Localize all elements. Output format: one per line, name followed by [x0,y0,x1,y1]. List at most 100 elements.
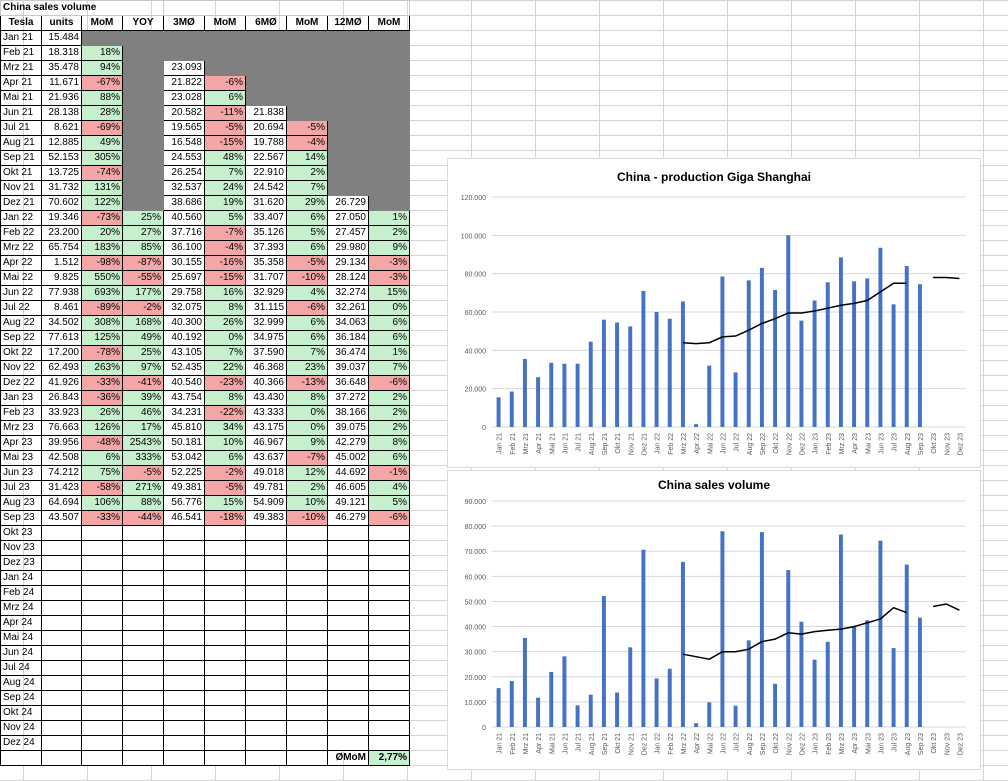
value-cell[interactable] [122,615,164,631]
value-cell[interactable]: 43.637 [245,450,287,466]
month-cell[interactable]: Mrz 24 [0,600,42,616]
value-cell[interactable] [327,660,369,676]
empty-cell[interactable] [0,750,42,766]
value-cell[interactable] [204,45,246,61]
month-cell[interactable]: Feb 23 [0,405,42,421]
value-cell[interactable] [368,690,410,706]
value-cell[interactable] [368,675,410,691]
value-cell[interactable] [245,705,287,721]
value-cell[interactable]: 15% [368,285,410,301]
month-cell[interactable]: Mrz 21 [0,60,42,76]
value-cell[interactable] [327,135,369,151]
value-cell[interactable] [41,540,82,556]
value-cell[interactable]: 34.231 [163,405,205,421]
value-cell[interactable]: 23.093 [163,60,205,76]
value-cell[interactable] [204,630,246,646]
value-cell[interactable] [245,735,287,751]
value-cell[interactable]: 8.461 [41,300,82,316]
value-cell[interactable]: 52.153 [41,150,82,166]
value-cell[interactable]: -48% [81,435,123,451]
value-cell[interactable] [122,525,164,541]
value-cell[interactable]: 43.507 [41,510,82,526]
value-cell[interactable] [122,180,164,196]
value-cell[interactable]: -58% [81,480,123,496]
value-cell[interactable] [286,705,328,721]
value-cell[interactable]: 1% [368,210,410,226]
value-cell[interactable]: 35.358 [245,255,287,271]
value-cell[interactable]: 45.002 [327,450,369,466]
value-cell[interactable]: 19.565 [163,120,205,136]
value-cell[interactable]: 39% [122,390,164,406]
month-cell[interactable]: Feb 24 [0,585,42,601]
value-cell[interactable]: -44% [122,510,164,526]
value-cell[interactable]: 15% [204,495,246,511]
value-cell[interactable]: 49.381 [163,480,205,496]
value-cell[interactable]: 43.175 [245,420,287,436]
value-cell[interactable]: 42.508 [41,450,82,466]
value-cell[interactable]: 5% [368,495,410,511]
value-cell[interactable]: 25% [122,345,164,361]
value-cell[interactable]: 76.663 [41,420,82,436]
value-cell[interactable]: -10% [286,270,328,286]
value-cell[interactable]: 17.200 [41,345,82,361]
value-cell[interactable] [41,705,82,721]
value-cell[interactable] [41,690,82,706]
value-cell[interactable]: 7% [204,345,246,361]
month-cell[interactable]: Nov 23 [0,540,42,556]
value-cell[interactable] [163,30,205,46]
value-cell[interactable] [327,90,369,106]
value-cell[interactable]: 40.560 [163,210,205,226]
value-cell[interactable] [81,570,123,586]
value-cell[interactable]: 49.383 [245,510,287,526]
value-cell[interactable]: -16% [204,255,246,271]
value-cell[interactable] [368,45,410,61]
value-cell[interactable] [245,690,287,706]
value-cell[interactable]: -23% [204,375,246,391]
value-cell[interactable]: 13.725 [41,165,82,181]
value-cell[interactable]: 77.938 [41,285,82,301]
value-cell[interactable] [368,735,410,751]
value-cell[interactable]: 2% [286,165,328,181]
value-cell[interactable] [81,600,123,616]
month-cell[interactable]: Apr 23 [0,435,42,451]
sales-chart[interactable]: China sales volume 0 10.000 20.000 30.000 40.… [447,470,981,770]
value-cell[interactable]: -11% [204,105,246,121]
value-cell[interactable]: -33% [81,510,123,526]
value-cell[interactable]: 39.075 [327,420,369,436]
value-cell[interactable]: 46.967 [245,435,287,451]
value-cell[interactable]: 37.716 [163,225,205,241]
value-cell[interactable]: 177% [122,285,164,301]
value-cell[interactable]: 37.590 [245,345,287,361]
value-cell[interactable]: 45.810 [163,420,205,436]
value-cell[interactable]: 4% [368,480,410,496]
value-cell[interactable]: -5% [122,465,164,481]
value-cell[interactable]: 6% [368,315,410,331]
value-cell[interactable]: 22.567 [245,150,287,166]
value-cell[interactable]: 40.300 [163,315,205,331]
value-cell[interactable] [204,60,246,76]
value-cell[interactable] [245,60,287,76]
month-cell[interactable]: Jan 22 [0,210,42,226]
month-cell[interactable]: Feb 21 [0,45,42,61]
value-cell[interactable] [368,120,410,136]
value-cell[interactable]: 7% [204,165,246,181]
value-cell[interactable] [81,555,123,571]
value-cell[interactable] [122,720,164,736]
value-cell[interactable]: 6% [286,210,328,226]
month-cell[interactable]: Jun 23 [0,465,42,481]
value-cell[interactable]: -55% [122,270,164,286]
value-cell[interactable] [163,540,205,556]
month-cell[interactable]: Jul 21 [0,120,42,136]
value-cell[interactable] [286,720,328,736]
value-cell[interactable] [204,555,246,571]
value-cell[interactable] [245,615,287,631]
value-cell[interactable] [327,705,369,721]
value-cell[interactable]: 26.729 [327,195,369,211]
month-cell[interactable]: Apr 24 [0,615,42,631]
value-cell[interactable]: 88% [122,495,164,511]
value-cell[interactable]: 26% [204,315,246,331]
value-cell[interactable] [327,525,369,541]
value-cell[interactable] [368,555,410,571]
month-cell[interactable]: Aug 21 [0,135,42,151]
value-cell[interactable] [327,735,369,751]
